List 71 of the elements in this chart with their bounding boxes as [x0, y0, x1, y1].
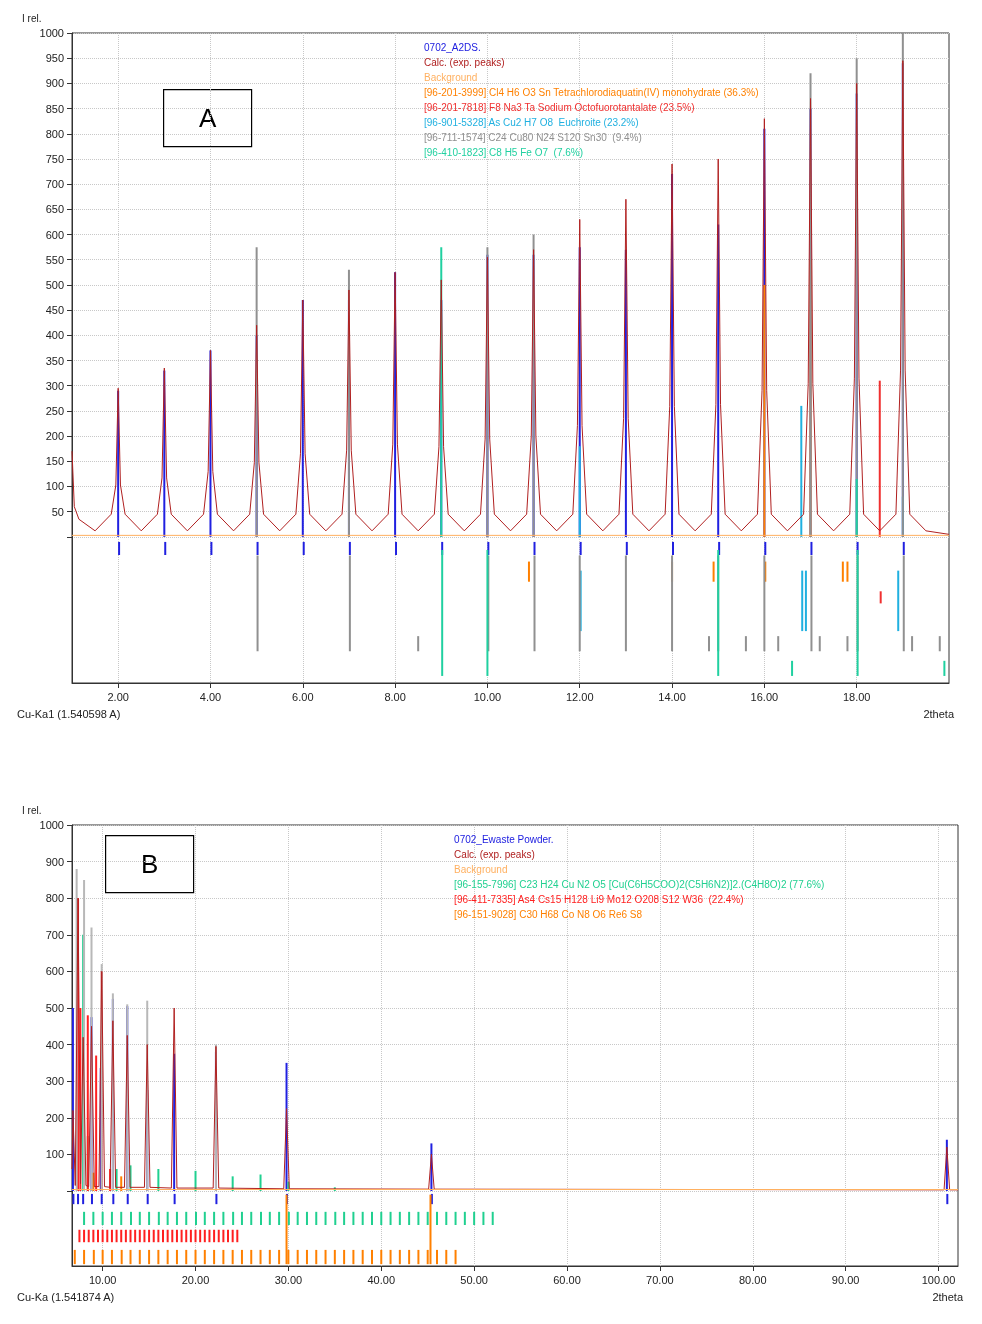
y-tick-label: 150 — [45, 455, 64, 468]
y-tick-label: 450 — [45, 304, 64, 317]
y-tick-label: 700 — [45, 178, 64, 191]
annotation: B — [140, 848, 159, 879]
y-tick-label: 900 — [45, 855, 64, 868]
x-tick-label: 50.00 — [460, 1273, 488, 1286]
text: [96-901-5328] As Cu2 H7 O8 Euchroite (23.2%) — [424, 116, 639, 128]
text: [96-201-7818] F8 Na3 Ta Sodium Octofuorotantalate (23.5%) — [424, 101, 695, 113]
text: [96-410-1823] C8 H5 Fe O7 (7.6%) — [424, 146, 584, 158]
y-axis-title: I rel. — [22, 12, 42, 24]
x-tick-label: 20.00 — [181, 1273, 210, 1286]
y-tick-label: 550 — [45, 253, 64, 266]
x-tick-label: 8.00 — [384, 690, 406, 703]
x-tick-label: 4.00 — [199, 690, 222, 703]
text: [96-411-7335] As4 Cs15 H128 Li9 Mo12 O208 S12 W36 (22.4%) — [454, 893, 744, 905]
x-axis-title: 2theta — [932, 1290, 964, 1303]
x-tick-label: 16.00 — [750, 690, 779, 703]
x-tick-label: 40.00 — [367, 1273, 396, 1286]
text: Calc. (exp. peaks) — [454, 848, 535, 860]
text: 0702_Ewaste Powder. — [454, 833, 554, 845]
text: Cu-Ka (1.541874 A) — [17, 1290, 115, 1303]
x-tick-label: 18.00 — [842, 690, 871, 703]
text: Calc. (exp. peaks) — [424, 56, 505, 68]
annotation: A — [198, 102, 217, 133]
y-tick-label: 400 — [45, 329, 64, 342]
y-tick-label: 700 — [45, 928, 64, 941]
x-tick-label: 12.00 — [565, 690, 594, 703]
x-tick-label: 30.00 — [274, 1273, 303, 1286]
y-tick-label: 600 — [45, 228, 64, 241]
x-tick-label: 2.00 — [107, 690, 129, 703]
y-tick-label: 400 — [45, 1038, 64, 1051]
y-tick-label: 1000 — [39, 819, 64, 831]
y-tick-label: 800 — [45, 892, 64, 905]
y-tick-label: 1000 — [39, 27, 64, 39]
x-tick-label: 90.00 — [831, 1273, 860, 1286]
x-tick-label: 70.00 — [646, 1273, 674, 1286]
y-axis-title: I rel. — [22, 804, 42, 816]
x-tick-label: 6.00 — [292, 690, 314, 703]
text: Background — [454, 863, 508, 875]
text: [96-711-1574] C24 Cu80 N24 S120 Sn30 (9.4%) — [424, 131, 642, 143]
y-tick-label: 300 — [45, 379, 64, 392]
text: [96-201-3999] Cl4 H6 O3 Sn Tetrachlorodiaquatin(IV) monohydrate (36.3%) — [424, 86, 759, 98]
text: [96-151-9028] C30 H68 Co N8 O6 Re6 S8 — [454, 908, 643, 920]
y-tick-label: 950 — [45, 52, 64, 65]
y-tick-label: 500 — [45, 1001, 64, 1014]
x-axis-title: 2theta — [923, 707, 955, 720]
text: 0702_A2DS. — [424, 41, 481, 53]
y-tick-label: 650 — [45, 203, 64, 216]
y-tick-label: 200 — [45, 1111, 64, 1124]
y-tick-label: 500 — [45, 278, 64, 291]
y-tick-label: 800 — [45, 127, 64, 140]
y-tick-label: 750 — [45, 152, 64, 165]
y-tick-label: 300 — [45, 1075, 64, 1088]
x-tick-label: 80.00 — [738, 1273, 767, 1286]
y-tick-label: 600 — [45, 965, 64, 978]
x-tick-label: 14.00 — [658, 690, 686, 703]
y-tick-label: 350 — [45, 354, 64, 367]
x-tick-label: 60.00 — [553, 1273, 581, 1286]
y-tick-label: 250 — [45, 404, 64, 417]
y-tick-label: 900 — [45, 77, 64, 90]
text: Background — [424, 71, 478, 83]
text: Cu-Ka1 (1.540598 A) — [17, 707, 121, 720]
x-tick-label: 10.00 — [473, 690, 502, 703]
y-tick-label: 50 — [51, 505, 64, 518]
text: [96-155-7996] C23 H24 Cu N2 O5 [Cu(C6H5COO)2(C5H6N2)]2.(C4H8O)2 (77.6%) — [454, 878, 825, 890]
y-tick-label: 850 — [45, 102, 64, 115]
x-tick-label: 100.00 — [921, 1273, 956, 1286]
x-tick-label: 10.00 — [88, 1273, 117, 1286]
y-tick-label: 200 — [45, 430, 64, 443]
y-tick-label: 100 — [45, 1148, 64, 1161]
y-tick-label: 100 — [45, 480, 64, 493]
